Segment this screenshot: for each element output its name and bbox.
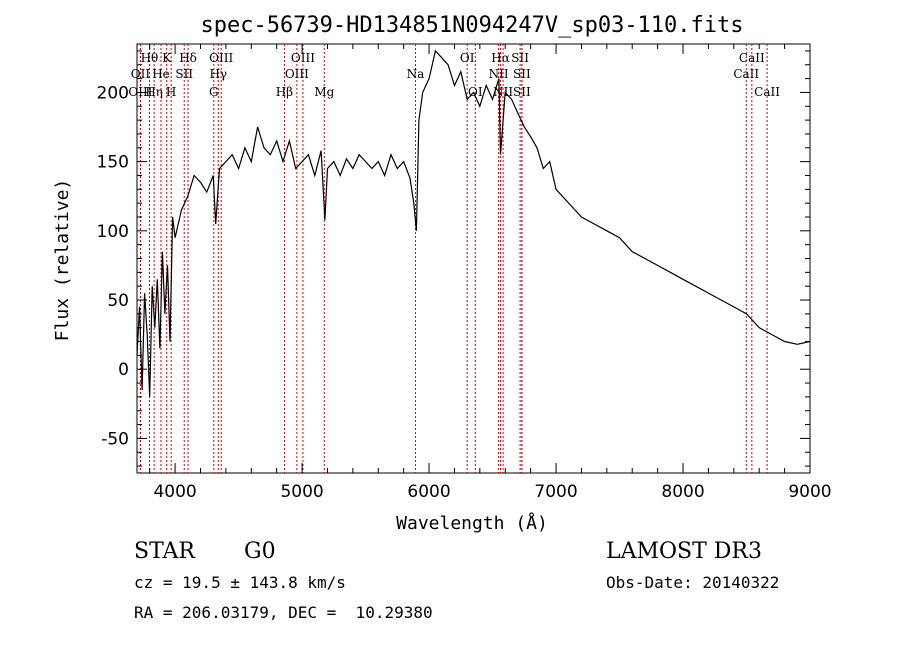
line-label-22: SII xyxy=(511,51,529,65)
y-tick-label-3: 100 xyxy=(97,222,129,242)
line-label-11: G xyxy=(209,85,219,99)
line-label-14: OIII xyxy=(285,67,309,81)
line-markers xyxy=(139,44,768,473)
y-tick-label-4: 150 xyxy=(97,153,129,173)
line-label-1: OII xyxy=(131,67,151,81)
line-label-13: OIII xyxy=(291,51,315,65)
line-label-10: Hγ xyxy=(209,67,227,81)
chart-title: spec-56739-HD134851N094247V_sp03-110.fit… xyxy=(200,13,743,38)
line-label-5: K xyxy=(162,51,172,65)
x-tick-label-2: 6000 xyxy=(407,482,450,502)
y-tick-label-2: 50 xyxy=(107,291,129,311)
line-label-9: OIII xyxy=(209,51,233,65)
y-tick-label-5: 200 xyxy=(97,83,129,103)
y-tick-label-1: 0 xyxy=(118,360,129,380)
coordinates: RA = 206.03179, DEC = 10.29380 xyxy=(134,603,433,622)
redshift-cz: cz = 19.5 ± 143.8 km/s xyxy=(134,573,346,592)
object-subclass: G0 xyxy=(244,539,276,564)
y-axis-label: Flux (relative) xyxy=(52,179,73,342)
line-label-20: NII xyxy=(489,67,509,81)
line-label-6: H xyxy=(166,85,176,99)
line-label-8: Hδ xyxy=(179,51,197,65)
x-tick-label-5: 9000 xyxy=(788,482,831,502)
line-label-25: CaII xyxy=(739,51,765,65)
line-label-15: Mg xyxy=(314,85,334,99)
x-tick-label-0: 4000 xyxy=(153,482,196,502)
x-tick-label-3: 7000 xyxy=(534,482,577,502)
line-label-23: SII xyxy=(513,67,531,81)
x-tick-label-1: 5000 xyxy=(280,482,323,502)
line-label-18: OI xyxy=(468,85,483,99)
x-tick-label-4: 8000 xyxy=(661,482,704,502)
x-axis-ticks: 4000 5000 6000 7000 8000 9000 xyxy=(149,44,832,502)
object-class: STAR xyxy=(134,539,195,564)
x-axis-label: Wavelength (Å) xyxy=(396,512,548,534)
survey-name: LAMOST DR3 xyxy=(606,539,762,564)
observation-date: Obs-Date: 20140322 xyxy=(606,573,780,592)
line-label-27: CaII xyxy=(754,85,780,99)
spectrum-series-line xyxy=(136,49,811,397)
line-label-19: Hα xyxy=(491,51,510,65)
line-label-0: Hθ xyxy=(141,51,159,65)
y-tick-label-0: -50 xyxy=(101,429,129,449)
line-label-24: SII xyxy=(513,85,531,99)
line-label-26: CaII xyxy=(733,67,759,81)
line-label-12: Hβ xyxy=(276,85,293,99)
line-label-7: SII xyxy=(175,67,193,81)
line-label-17: OI xyxy=(460,51,475,65)
line-label-3: Hη xyxy=(145,85,163,99)
plot-frame xyxy=(136,43,811,474)
line-label-4: He xyxy=(152,67,170,81)
line-label-16: Na xyxy=(407,67,425,81)
y-axis-ticks: -50 0 50 100 150 200 xyxy=(97,50,810,467)
